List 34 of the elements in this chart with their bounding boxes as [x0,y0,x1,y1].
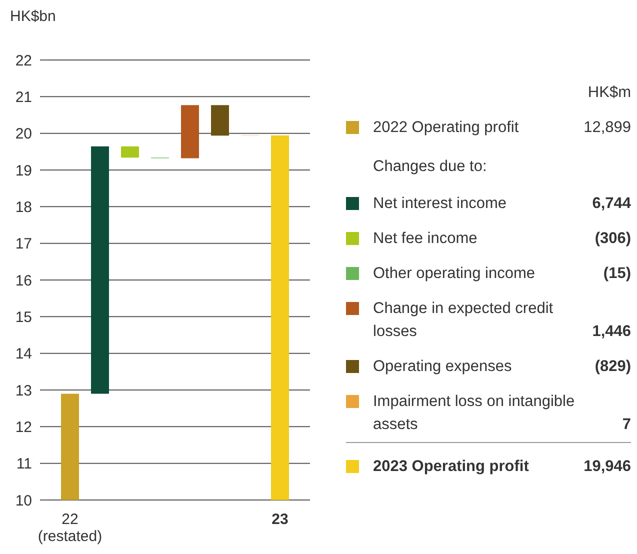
text: 2023 Operating profit [373,457,530,477]
y-tick-label: 10 [15,492,32,510]
text: 19,946 [584,457,631,477]
text: (15) [603,264,631,284]
y-tick-label: 19 [15,162,32,180]
text: Operating expenses [373,357,513,377]
y-tick-label: 15 [15,308,32,326]
text: (306) [594,229,631,249]
text: 2022 Operating profit [373,118,520,138]
text: 12,899 [584,118,631,138]
text: HK$m [586,84,631,102]
x-tick-label: 23 [272,511,288,528]
text: (829) [594,357,631,377]
y-tick-label: 11 [16,456,32,473]
y-tick-label: 20 [15,126,32,143]
text: Net interest income [373,194,508,214]
text: Changes due to: [372,157,488,177]
y-tick-label: 21 [15,88,32,106]
x-tick-label: 22 (restated) [38,511,102,545]
y-tick-label: 12 [15,418,32,436]
text: 6,744 [592,194,631,214]
text: Change in expected credit losses [373,299,554,342]
y-tick-label: 16 [15,272,32,290]
text: Net fee income [373,229,478,249]
y-tick-label: 22 [15,52,32,70]
y-axis-title: HK$bn [10,8,56,25]
y-tick-label: 13 [15,382,32,400]
y-tick-label: 17 [15,236,32,253]
y-tick-label: 14 [15,346,32,363]
text: Other operating income [373,264,536,284]
text: 1,446 [592,322,631,342]
text: 7 [622,415,631,435]
text: Impairment loss on intangible assets [373,392,576,435]
y-tick-label: 18 [15,198,32,216]
